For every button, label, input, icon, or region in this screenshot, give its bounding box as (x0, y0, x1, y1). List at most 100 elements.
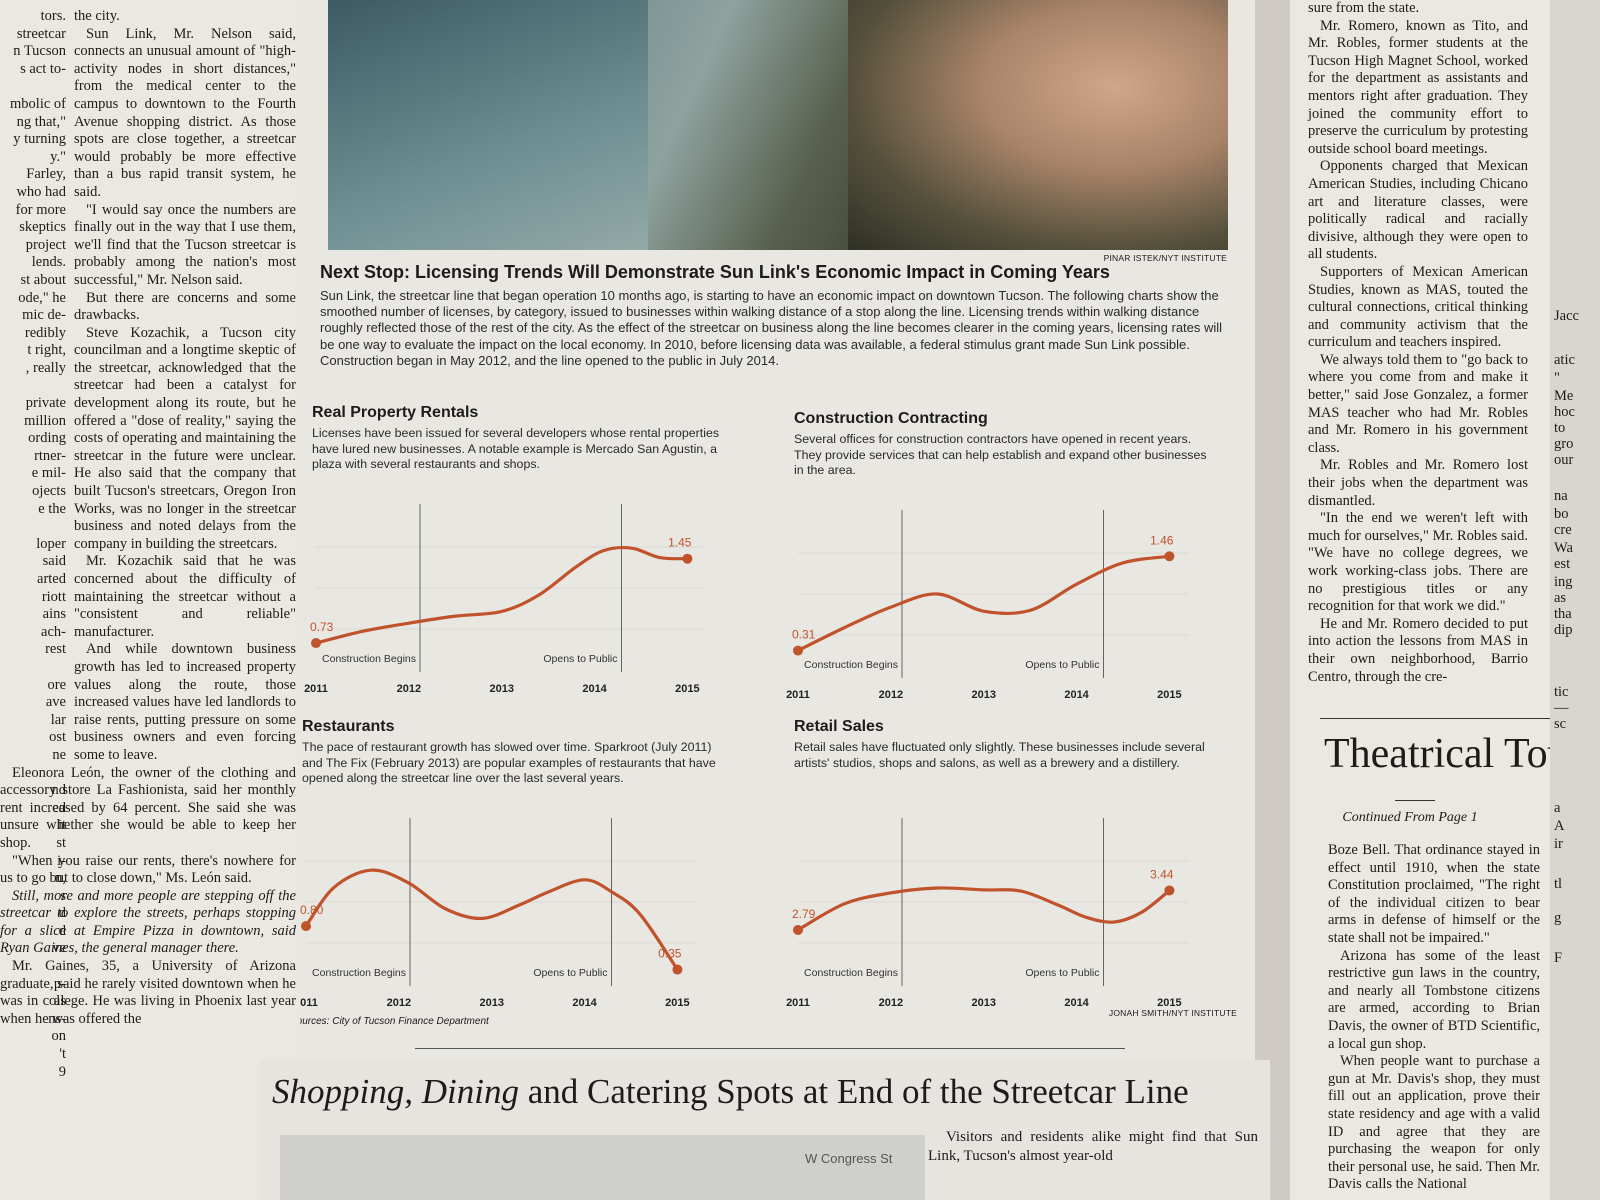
chart-panel-retail-sales: Retail Sales Retail sales have fluctuate… (782, 718, 1222, 1018)
street-map: W Congress St (280, 1135, 925, 1200)
text-fragment: said (42, 553, 66, 570)
end-value-label: 3.44 (1150, 867, 1174, 881)
text-fragment: as (53, 993, 66, 1010)
text-fragment: g (1554, 910, 1562, 926)
photo-detail-left (328, 0, 648, 250)
section-headline: Theatrical Tow (1324, 731, 1550, 777)
text-fragment: private (25, 395, 66, 412)
text-fragment: dip (1554, 622, 1573, 638)
line-chart-restaurants: Construction Begins Opens to Public 0.80 0.… (300, 818, 696, 1009)
bottom-article-body: Visitors and residents alike might find … (928, 1128, 1258, 1166)
series-line (796, 886, 1172, 932)
text-fragment: ach- (41, 623, 66, 640)
annotation-label: Construction Begins (804, 659, 898, 671)
text-fragment: s act to- (20, 60, 66, 77)
text-fragment: ing (1554, 574, 1573, 590)
text-fragment: a (1554, 800, 1561, 816)
chart-title: Restaurants (302, 718, 395, 735)
start-value-label: 0.73 (310, 620, 334, 634)
text-fragment: e the (38, 500, 66, 517)
text-fragment: cre (1554, 522, 1572, 538)
text-fragment: ne (52, 746, 66, 763)
text-fragment: e mil- (31, 465, 66, 482)
article-paragraph: Visitors and residents alike might find … (928, 1129, 1258, 1164)
text-fragment: ojects (32, 483, 66, 500)
article-paragraph: "When you raise our rents, there's nowhe… (0, 852, 296, 887)
text-fragment: atic (1554, 352, 1575, 368)
annotation-label: Construction Begins (322, 653, 416, 665)
bottom-headline: Shopping, Dining and Catering Spots at E… (272, 1072, 1189, 1112)
text-fragment: , really (25, 359, 66, 376)
text-fragment: ave (45, 694, 66, 711)
text-fragment: loper (36, 535, 66, 552)
x-tick-label: 2014 (1064, 997, 1089, 1009)
text-fragment: st about (20, 271, 66, 288)
text-fragment: na (1554, 488, 1568, 504)
article-paragraph: Steve Kozachik, a Tucson city councilman… (74, 324, 296, 552)
text-fragment: redibly (24, 324, 66, 341)
bottom-article: Shopping, Dining and Catering Spots at E… (260, 1060, 1270, 1200)
text-fragment: rtner- (34, 447, 66, 464)
x-tick-label: 2012 (879, 997, 903, 1009)
left-article-body: the city. Sun Link, Mr. Nelson said, con… (0, 8, 296, 1028)
text-fragment: ve (52, 940, 66, 957)
text-fragment: ode," he (18, 289, 66, 306)
x-tick-label: 2012 (397, 683, 421, 695)
article-paragraph: We always told them to "go back to where… (1308, 351, 1528, 456)
x-tick-label: 2013 (971, 689, 995, 701)
text-fragment: ains (42, 606, 66, 623)
line-chart-construction-contracting: Construction Begins Opens to Public 0.31 1.… (786, 510, 1188, 701)
graphic-headline: Next Stop: Licensing Trends Will Demonst… (320, 262, 1110, 282)
text-fragment: tic (1554, 684, 1569, 700)
annotation-label: Opens to Public (533, 967, 607, 979)
text-fragment: A (1554, 818, 1565, 834)
text-fragment: 9 (58, 1063, 66, 1080)
text-fragment: Farley, (26, 166, 66, 183)
x-tick-label: 2014 (582, 683, 607, 695)
article-paragraph: "I would say once the numbers are finall… (74, 201, 296, 288)
continued-from-label: Continued From Page 1 (1342, 810, 1478, 825)
text-fragment: y." (50, 148, 66, 165)
text-fragment: st (56, 834, 66, 851)
right-article-column: sure from the state. Mr. Romero, known a… (1290, 0, 1550, 1200)
x-tick-label: 2015 (675, 683, 699, 695)
text-fragment: ording (28, 430, 66, 447)
end-value-label: 1.45 (668, 536, 692, 550)
x-tick-label: 2014 (1064, 689, 1089, 701)
chart-title: Real Property Rentals (312, 404, 479, 421)
article-paragraph: But there are concerns and some drawback… (74, 289, 296, 324)
section-divider (415, 1048, 1125, 1049)
text-fragment: gro (1554, 436, 1574, 452)
text-fragment: skeptics (19, 219, 66, 236)
end-point (672, 964, 683, 975)
chart-title: Construction Contracting (794, 410, 988, 427)
article-paragraph: Arizona has some of the least restrictiv… (1328, 947, 1540, 1052)
continued-rule (1395, 800, 1435, 801)
article-paragraph: Opponents charged that Mexican American … (1308, 158, 1528, 263)
text-fragment: on (51, 1028, 67, 1045)
article-paragraph: Supporters of Mexican American Studies, … (1308, 263, 1528, 351)
left-article-column: tors. streetcar n Tucson s act to- mbolic o… (0, 0, 300, 1200)
text-fragment: to (1554, 420, 1566, 436)
text-fragment (0, 659, 66, 677)
text-fragment: mic de- (22, 307, 66, 324)
article-paragraph: Boze Bell. That ordinance stayed in effe… (1328, 842, 1540, 946)
text-fragment: Jacc (1554, 308, 1579, 324)
text-fragment: who had (16, 183, 66, 200)
start-point (301, 921, 311, 932)
text-fragment: Me (1554, 388, 1574, 404)
text-fragment: lends. (31, 254, 66, 271)
article-paragraph: Sun Link, Mr. Nelson said, connects an u… (74, 25, 296, 200)
x-tick-label: 2013 (479, 997, 503, 1009)
chart-description: Licenses have been issued for several de… (312, 426, 720, 472)
right-article-body: sure from the state. Mr. Romero, known a… (1308, 0, 1528, 686)
chart-description: The pace of restaurant growth has slowed… (302, 740, 716, 786)
text-fragment: ost (49, 729, 66, 746)
article-paragraph: Mr. Robles and Mr. Romero lost their job… (1308, 457, 1528, 509)
text-fragment: tl (1554, 876, 1563, 892)
photo-detail-right (848, 0, 1228, 250)
x-tick-label: 2015 (1157, 997, 1181, 1009)
x-tick-label: 2012 (879, 689, 903, 701)
annotation-label: Construction Begins (312, 967, 406, 979)
text-fragment: for more (15, 201, 66, 218)
